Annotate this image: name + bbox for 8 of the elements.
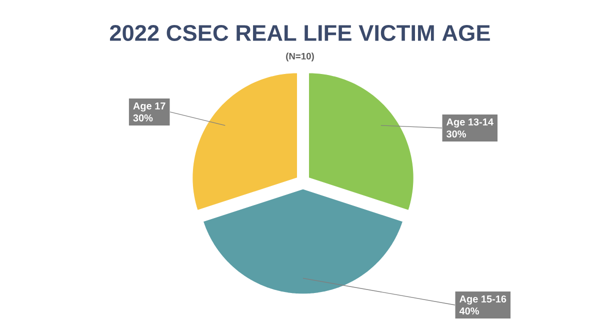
slice-label: Age 15-16 xyxy=(460,295,506,305)
chart-subtitle: (N=10) xyxy=(286,52,314,62)
slice-label: Age 13-14 xyxy=(446,118,494,128)
chart-title: 2022 CSEC REAL LIFE VICTIM AGE xyxy=(110,24,490,42)
slice-label: Age 17 xyxy=(133,102,166,112)
data-label: 40% xyxy=(459,307,480,315)
data-label: 30% xyxy=(446,130,466,138)
data-label: 30% xyxy=(133,114,153,122)
